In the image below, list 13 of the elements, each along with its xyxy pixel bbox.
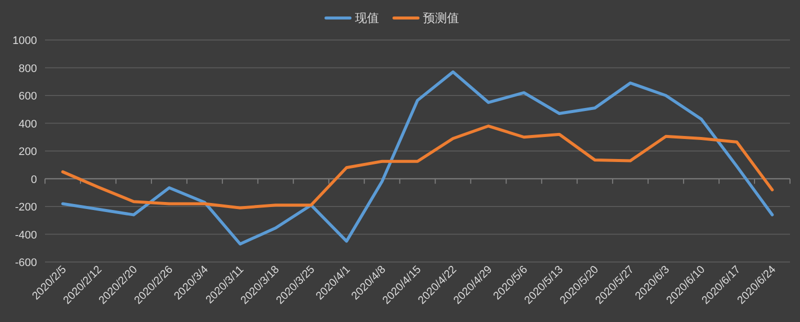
y-tick-label: 600 bbox=[18, 90, 37, 102]
legend-label: 预测值 bbox=[423, 11, 459, 25]
y-tick-label: -200 bbox=[14, 202, 37, 214]
y-tick-label: 400 bbox=[18, 118, 37, 130]
line-series bbox=[61, 124, 774, 210]
y-tick-label: 800 bbox=[18, 62, 37, 75]
y-tick-label: 200 bbox=[18, 146, 37, 158]
y-tick-label: -400 bbox=[14, 229, 37, 242]
y-tick-label: 0 bbox=[30, 174, 37, 186]
y-tick-label: 1000 bbox=[12, 35, 37, 47]
y-tick-label: -600 bbox=[14, 257, 37, 269]
legend-label: 现值 bbox=[355, 11, 379, 25]
line-series bbox=[61, 70, 774, 246]
